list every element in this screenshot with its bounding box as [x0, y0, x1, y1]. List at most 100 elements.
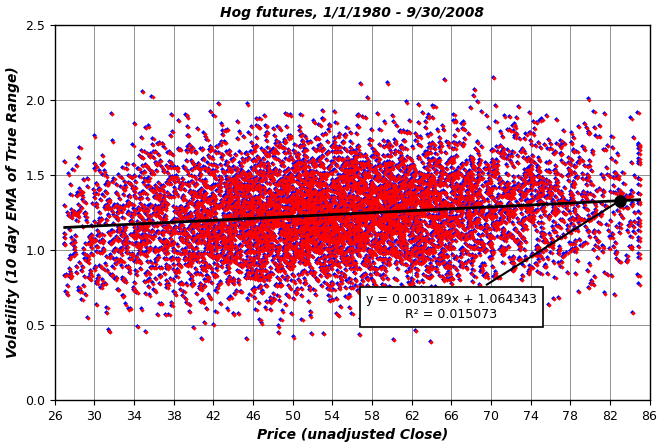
Point: [402, 167, 413, 174]
Point: [239, 236, 249, 243]
Point: [159, 144, 170, 151]
Point: [276, 161, 286, 168]
Point: [77, 190, 88, 197]
Point: [296, 206, 306, 213]
Point: [135, 264, 146, 271]
Point: [343, 200, 354, 207]
Point: [343, 190, 354, 197]
Point: [359, 220, 369, 228]
Point: [304, 226, 315, 233]
Point: [381, 233, 392, 240]
Point: [268, 243, 278, 250]
Point: [447, 189, 457, 196]
Point: [349, 170, 360, 177]
Point: [299, 218, 310, 225]
Point: [311, 229, 322, 236]
Point: [322, 190, 332, 197]
Point: [294, 142, 304, 150]
Point: [540, 246, 550, 253]
Point: [120, 279, 131, 286]
Point: [206, 295, 217, 302]
Point: [469, 166, 480, 173]
Point: [343, 246, 354, 253]
Point: [127, 219, 137, 226]
Point: [511, 198, 522, 205]
Point: [204, 262, 214, 269]
Point: [513, 182, 524, 190]
Point: [548, 206, 558, 213]
Point: [454, 195, 465, 202]
Point: [353, 209, 364, 216]
Point: [397, 161, 408, 168]
Point: [257, 207, 268, 215]
Point: [143, 207, 154, 214]
Point: [369, 165, 380, 172]
Point: [391, 257, 401, 264]
Point: [356, 196, 367, 203]
Point: [306, 198, 317, 205]
Point: [505, 230, 515, 237]
Point: [383, 199, 394, 207]
Point: [529, 222, 540, 229]
Point: [256, 243, 267, 250]
Point: [200, 180, 211, 187]
Point: [427, 217, 438, 224]
Point: [108, 245, 119, 252]
Point: [282, 245, 293, 252]
Point: [539, 239, 550, 246]
Point: [291, 165, 302, 172]
Point: [213, 219, 224, 226]
Point: [227, 173, 238, 181]
Point: [284, 226, 295, 233]
Point: [255, 182, 265, 189]
Point: [487, 167, 497, 174]
Point: [467, 233, 477, 241]
Point: [352, 168, 363, 175]
Point: [316, 175, 327, 182]
Point: [584, 215, 595, 223]
Point: [304, 209, 314, 216]
Point: [378, 193, 389, 200]
Point: [435, 201, 446, 208]
Point: [115, 256, 126, 263]
Point: [74, 143, 85, 150]
Point: [471, 201, 481, 208]
Point: [533, 202, 544, 209]
Point: [389, 182, 400, 189]
Point: [436, 201, 447, 208]
Point: [198, 254, 208, 262]
Point: [387, 183, 398, 190]
Point: [514, 188, 524, 195]
Point: [239, 185, 250, 192]
Point: [344, 170, 355, 177]
Point: [135, 165, 145, 172]
Point: [307, 215, 318, 222]
Point: [294, 175, 304, 182]
Point: [265, 294, 276, 302]
Point: [156, 244, 166, 251]
Point: [316, 253, 326, 260]
Point: [369, 211, 380, 218]
Point: [384, 199, 394, 206]
Point: [93, 216, 104, 224]
Point: [337, 243, 347, 250]
Point: [167, 202, 178, 210]
Point: [183, 212, 194, 219]
Point: [298, 147, 308, 155]
Point: [133, 231, 143, 238]
Point: [261, 122, 272, 129]
Point: [241, 228, 251, 235]
Point: [451, 192, 461, 199]
Point: [279, 268, 290, 275]
Point: [454, 271, 465, 279]
Point: [417, 198, 428, 205]
Point: [343, 294, 354, 302]
Point: [288, 207, 298, 214]
Point: [314, 157, 324, 164]
Point: [229, 186, 239, 193]
Point: [434, 161, 445, 168]
Point: [633, 249, 644, 256]
Point: [149, 263, 160, 270]
Point: [373, 205, 383, 212]
Point: [621, 227, 632, 234]
